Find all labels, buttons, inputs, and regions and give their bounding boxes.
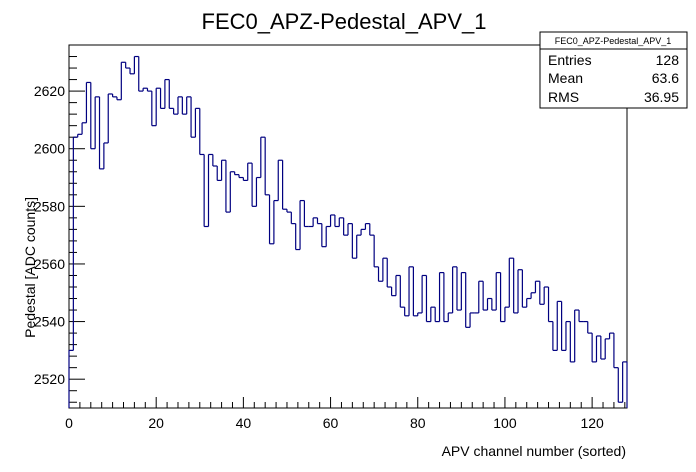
stats-mean-value: 63.6 xyxy=(652,70,679,86)
y-tick-label: 2540 xyxy=(34,314,65,330)
stats-rms-value: 36.95 xyxy=(644,89,679,105)
y-tick-label: 2600 xyxy=(34,141,65,157)
x-axis-label: APV channel number (sorted) xyxy=(442,443,626,459)
y-axis-label: Pedestal [ADC counts] xyxy=(22,197,38,338)
y-tick-label: 2620 xyxy=(34,83,65,99)
stats-box-frame xyxy=(539,31,688,109)
x-tick-label: 80 xyxy=(410,415,426,431)
plot-frame xyxy=(68,44,628,409)
stats-entries-value: 128 xyxy=(656,52,680,68)
stats-entries-label: Entries xyxy=(548,52,592,68)
x-tick-label: 0 xyxy=(65,415,73,431)
x-tick-label: 20 xyxy=(148,415,164,431)
x-tick-label: 100 xyxy=(493,415,517,431)
x-tick-label: 60 xyxy=(323,415,339,431)
chart-title: FEC0_APZ-Pedestal_APV_1 xyxy=(202,9,487,34)
y-tick-label: 2520 xyxy=(34,371,65,387)
axis-ticks: 0 20 40 60 80 100 120 2520 2540 2560 2580 2600 2620 xyxy=(34,44,626,431)
y-tick-label: 2580 xyxy=(34,198,65,214)
histogram-series xyxy=(68,55,628,408)
stats-histogram-name: FEC0_APZ-Pedestal_APV_1 xyxy=(555,36,672,46)
x-tick-label: 120 xyxy=(580,415,604,431)
stats-box: FEC0_APZ-Pedestal_APV_1 Entries 128 Mean… xyxy=(539,31,688,109)
stats-rms-label: RMS xyxy=(548,89,579,105)
y-tick-label: 2560 xyxy=(34,256,65,272)
x-tick-label: 40 xyxy=(236,415,252,431)
stats-mean-label: Mean xyxy=(548,70,583,86)
